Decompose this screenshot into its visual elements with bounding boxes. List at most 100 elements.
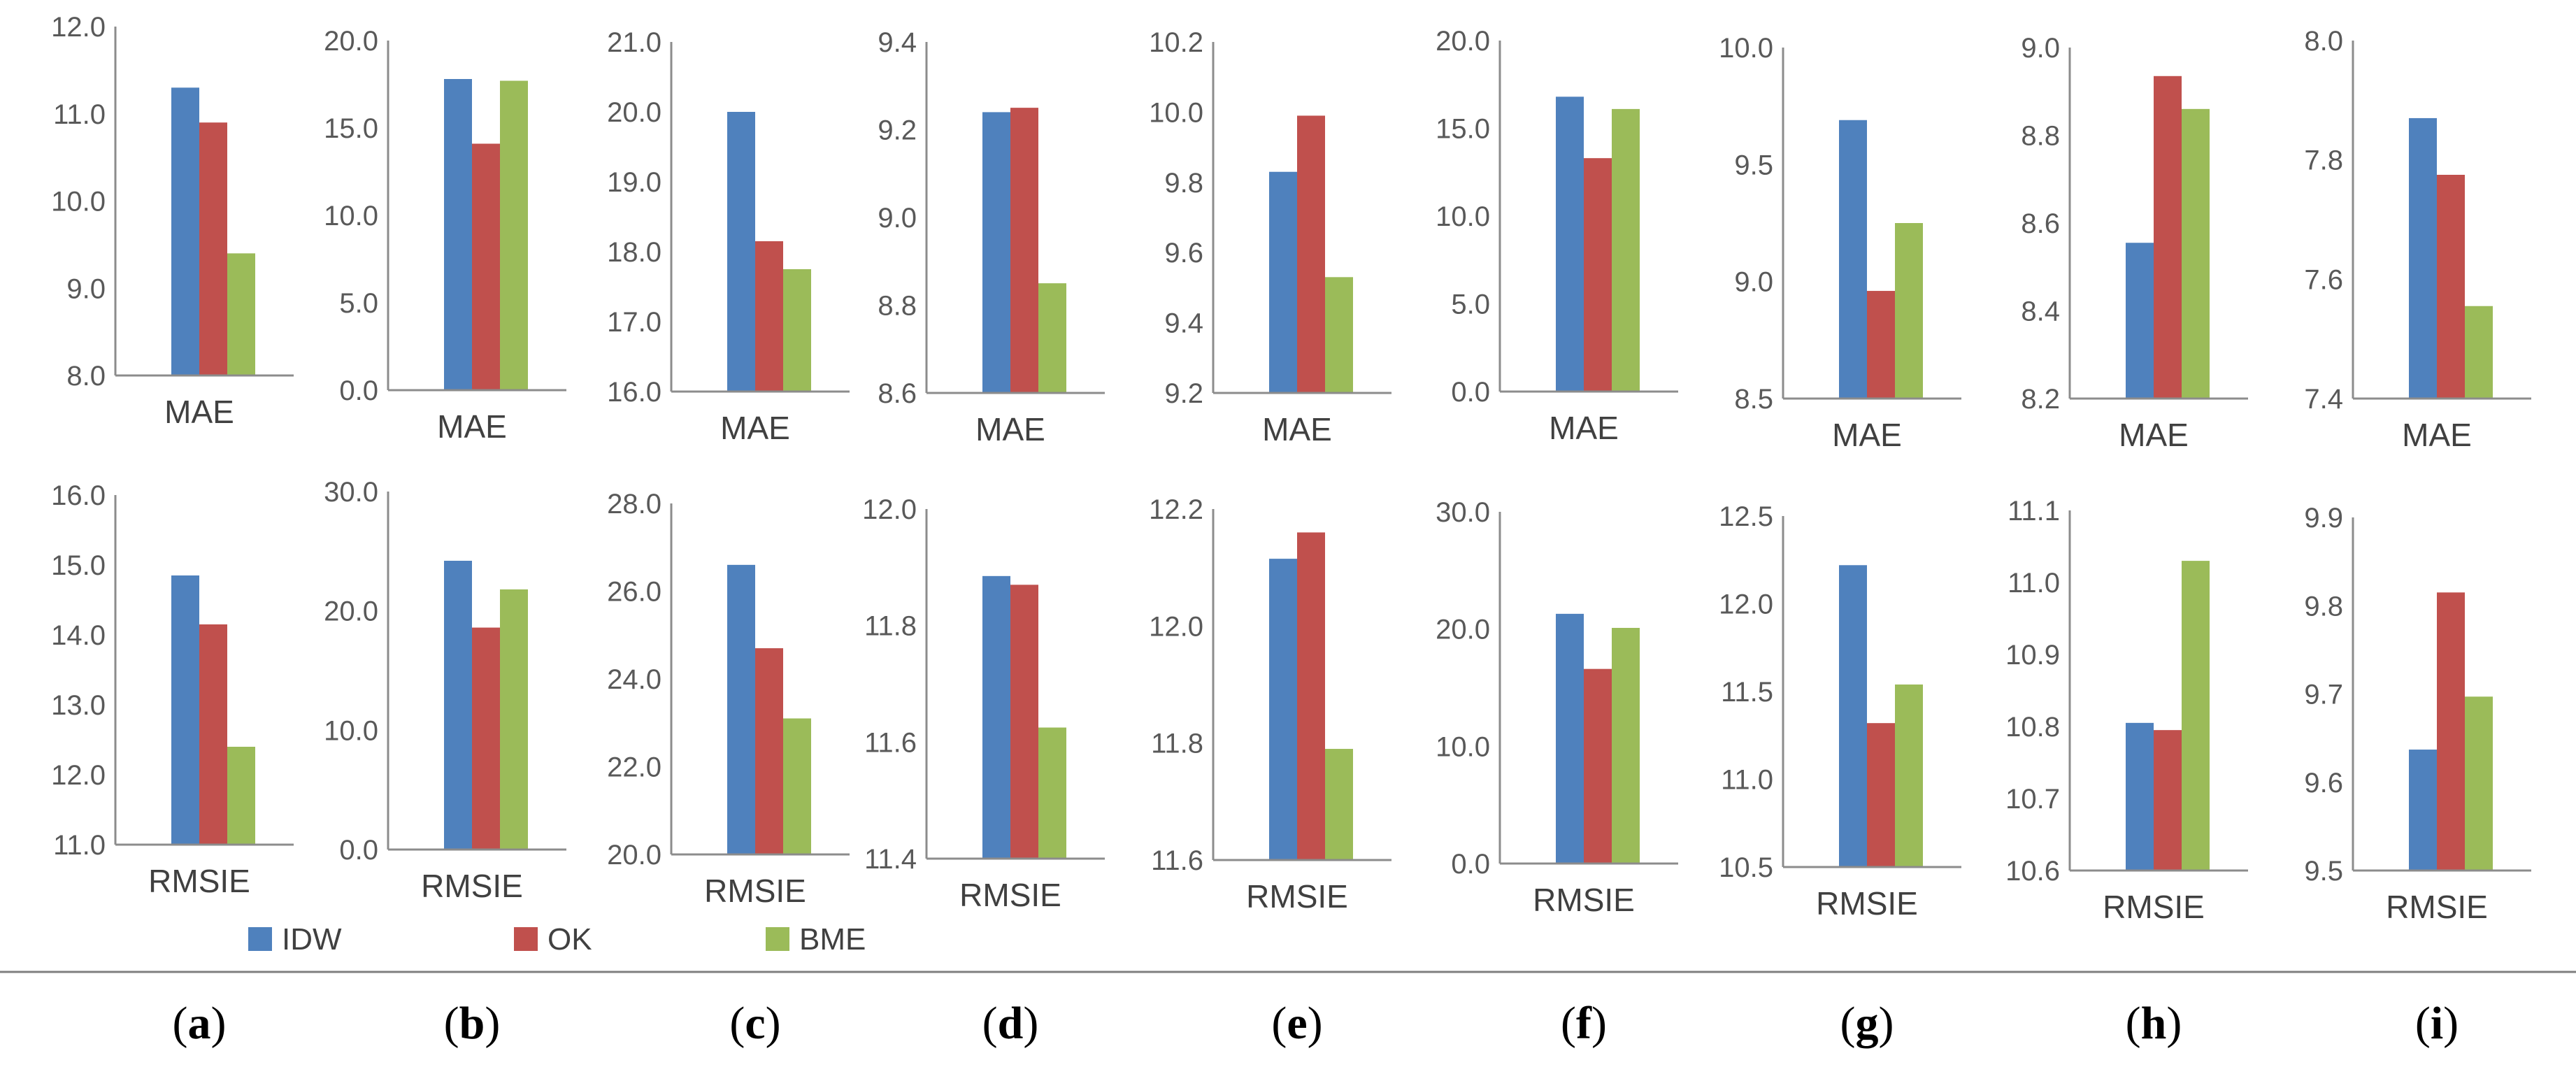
bar-bme <box>1895 223 1923 399</box>
bar-bme <box>1895 684 1923 867</box>
chart-g-mae: 8.5 9.0 9.5 10.0 MAE <box>1719 33 1961 453</box>
bar-ok <box>472 143 500 390</box>
panel-label-c: (c) <box>729 998 780 1049</box>
panel-label-f: (f) <box>1561 998 1607 1049</box>
panel-label-h: (h) <box>2126 998 2182 1049</box>
bar-bme <box>2182 108 2210 399</box>
y-tick-label: 9.5 <box>2304 856 2343 887</box>
x-category-label: RMSIE <box>148 863 250 899</box>
y-tick-label: 10.9 <box>2005 640 2060 671</box>
bar-ok <box>2154 76 2182 399</box>
y-tick-label: 17.0 <box>607 307 661 338</box>
legend-item-bme: BME <box>766 922 866 957</box>
y-tick-label: 19.0 <box>607 167 661 198</box>
bar-bme <box>227 253 255 375</box>
y-tick-label: 10.7 <box>2005 784 2060 815</box>
x-category-label: RMSIE <box>2103 889 2205 925</box>
y-tick-label: 12.0 <box>862 494 917 525</box>
y-tick-label: 9.7 <box>2304 680 2343 710</box>
y-tick-label: 20.0 <box>607 97 661 128</box>
chart-c-rmsie: 20.0 22.0 24.0 26.0 28.0 RMSIE <box>607 489 850 909</box>
bar-idw <box>2409 750 2437 871</box>
bar-bme <box>227 747 255 845</box>
bar-ok <box>2437 175 2465 399</box>
legend-label: IDW <box>282 922 342 957</box>
y-tick-label: 8.0 <box>2304 26 2343 57</box>
y-tick-label: 20.0 <box>1436 26 1490 57</box>
y-tick-label: 10.0 <box>51 187 106 217</box>
chart-f-mae: 0.0 5.0 10.0 15.0 20.0 MAE <box>1436 26 1678 446</box>
y-tick-label: 30.0 <box>1436 497 1490 528</box>
bar-idw <box>1269 171 1297 394</box>
bar-ok <box>199 624 227 845</box>
x-category-label: MAE <box>437 408 507 445</box>
y-tick-label: 16.0 <box>51 480 106 511</box>
legend: IDW OK BME <box>248 922 866 957</box>
bar-idw <box>444 79 472 390</box>
y-tick-label: 18.0 <box>607 237 661 268</box>
y-tick-label: 11.0 <box>53 830 106 861</box>
legend-swatch <box>766 927 789 951</box>
y-tick-label: 24.0 <box>607 664 661 695</box>
y-tick-label: 10.2 <box>1149 27 1203 58</box>
y-tick-label: 9.8 <box>2304 591 2343 622</box>
y-tick-label: 10.0 <box>1149 97 1203 128</box>
y-tick-label: 9.0 <box>878 203 917 234</box>
chart-h-rmsie: 10.6 10.7 10.8 10.9 11.0 11.1 RMSIE <box>2005 496 2248 925</box>
x-category-label: MAE <box>1549 410 1619 446</box>
y-tick-label: 22.0 <box>607 752 661 783</box>
y-tick-label: 8.4 <box>2021 296 2060 327</box>
y-tick-label: 15.0 <box>324 113 378 144</box>
bar-idw <box>2409 117 2437 399</box>
legend-item-idw: IDW <box>248 922 342 957</box>
bar-ok <box>1584 158 1612 392</box>
y-tick-label: 9.6 <box>1164 238 1203 268</box>
y-tick-label: 9.5 <box>1734 150 1773 180</box>
bar-ok <box>472 627 500 850</box>
bar-idw <box>171 87 199 375</box>
y-tick-label: 10.0 <box>1436 201 1490 232</box>
chart-f-rmsie: 0.0 10.0 20.0 30.0 RMSIE <box>1436 497 1678 918</box>
chart-h-mae: 8.2 8.4 8.6 8.8 9.0 MAE <box>2021 33 2248 453</box>
y-tick-label: 8.8 <box>878 291 917 322</box>
chart-e-rmsie: 11.6 11.8 12.0 12.2 RMSIE <box>1149 494 1391 915</box>
bar-bme <box>1325 749 1353 860</box>
bar-bme <box>783 269 811 392</box>
bar-bme <box>783 718 811 854</box>
y-tick-label: 15.0 <box>51 550 106 581</box>
y-tick-label: 0.0 <box>339 375 378 406</box>
y-tick-label: 9.9 <box>2304 503 2343 534</box>
x-category-label: RMSIE <box>421 868 523 904</box>
y-tick-label: 15.0 <box>1436 114 1490 145</box>
bar-idw <box>1556 96 1584 392</box>
y-tick-label: 11.0 <box>2008 568 2060 599</box>
y-tick-label: 20.0 <box>1436 615 1490 645</box>
y-tick-label: 20.0 <box>607 840 661 871</box>
bar-bme <box>2465 306 2493 399</box>
y-tick-label: 10.5 <box>1719 852 1773 883</box>
y-tick-label: 8.2 <box>2021 384 2060 415</box>
legend-label: OK <box>548 922 592 957</box>
panel-labels: (a) (b) (c) (d) (e) (f) (g) (h) (i) <box>173 998 2459 1049</box>
bar-idw <box>1839 120 1867 399</box>
y-tick-label: 26.0 <box>607 577 661 608</box>
y-tick-label: 12.5 <box>1719 501 1773 532</box>
y-tick-label: 11.4 <box>864 844 917 875</box>
y-tick-label: 0.0 <box>339 835 378 866</box>
y-tick-label: 9.6 <box>2304 768 2343 799</box>
chart-panels: 8.0 9.0 10.0 11.0 12.0 MAE 11.0 12.0 13.0 14.0 15.… <box>51 12 2531 925</box>
legend-label: BME <box>799 922 866 957</box>
bar-idw <box>1556 613 1584 864</box>
y-tick-label: 9.0 <box>66 273 106 304</box>
bar-bme <box>1038 727 1066 859</box>
y-tick-label: 28.0 <box>607 489 661 520</box>
bar-bme <box>1325 277 1353 393</box>
bar-ok <box>1867 723 1895 867</box>
panel-label-a: (a) <box>173 998 227 1049</box>
y-tick-label: 10.8 <box>2005 712 2060 743</box>
y-tick-label: 9.0 <box>1734 267 1773 298</box>
y-tick-label: 9.4 <box>878 27 917 58</box>
y-tick-label: 20.0 <box>324 596 378 627</box>
chart-b-rmsie: 0.0 10.0 20.0 30.0 RMSIE <box>324 477 566 904</box>
